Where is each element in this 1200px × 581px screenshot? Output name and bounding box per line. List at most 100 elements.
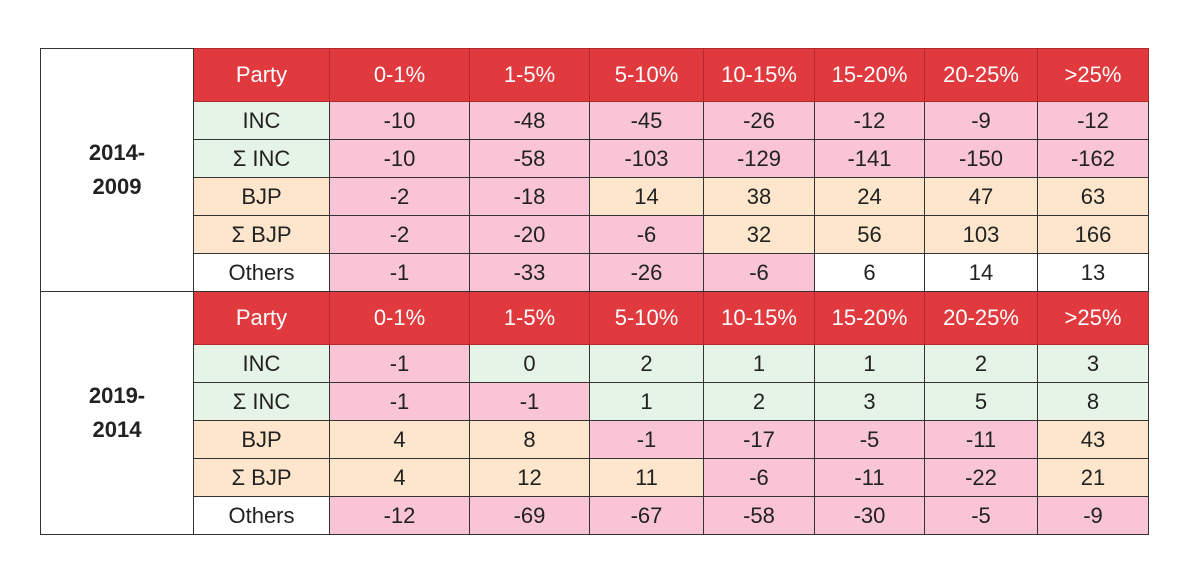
value-cell: -6: [589, 215, 704, 254]
value-cell: 56: [814, 215, 925, 254]
value-cell: 4: [329, 420, 470, 459]
data-row: BJP 4 8 -1 -17 -5 -11 43: [41, 420, 1149, 459]
value-cell: -17: [703, 420, 815, 459]
party-cell: INC: [193, 101, 330, 140]
value-cell: -150: [924, 139, 1038, 178]
data-row: Others -1 -33 -26 -6 6 14 13: [41, 253, 1149, 292]
value-cell: -9: [924, 101, 1038, 140]
value-cell: -6: [703, 458, 815, 497]
header-cell: 1-5%: [469, 48, 590, 102]
value-cell: 21: [1037, 458, 1149, 497]
value-cell: -20: [469, 215, 590, 254]
value-cell: -2: [329, 215, 470, 254]
data-row: INC -10 -48 -45 -26 -12 -9 -12: [41, 101, 1149, 140]
header-cell: 20-25%: [924, 48, 1038, 102]
value-cell: -5: [924, 496, 1038, 535]
period-label: 2014- 2009: [40, 48, 194, 292]
data-row: INC -1 0 2 1 1 2 3: [41, 344, 1149, 383]
value-cell: 13: [1037, 253, 1149, 292]
value-cell: -1: [329, 253, 470, 292]
value-cell: -1: [469, 382, 590, 421]
value-cell: -10: [329, 101, 470, 140]
period-label-line: 2019-: [88, 383, 146, 408]
value-cell: 1: [703, 344, 815, 383]
value-cell: -67: [589, 496, 704, 535]
value-cell: 14: [924, 253, 1038, 292]
value-cell: 12: [469, 458, 590, 497]
value-cell: -6: [703, 253, 815, 292]
value-cell: -2: [329, 177, 470, 216]
value-cell: 38: [703, 177, 815, 216]
value-cell: -22: [924, 458, 1038, 497]
value-cell: 166: [1037, 215, 1149, 254]
value-cell: 0: [469, 344, 590, 383]
header-cell: 5-10%: [589, 48, 704, 102]
value-cell: -18: [469, 177, 590, 216]
value-cell: 24: [814, 177, 925, 216]
header-cell: 15-20%: [814, 291, 925, 345]
header-row: 2014- 2009 Party 0-1% 1-5% 5-10% 10-15% 15-20% 2…: [40, 48, 1149, 292]
value-cell: 2: [924, 344, 1038, 383]
data-row: Σ INC -1 -1 1 2 3 5 8: [41, 382, 1149, 421]
value-cell: -58: [469, 139, 590, 178]
value-cell: -12: [329, 496, 470, 535]
value-cell: -69: [469, 496, 590, 535]
value-cell: -26: [703, 101, 815, 140]
party-cell: Others: [193, 496, 330, 535]
header-row: 2019- 2014 Party 0-1% 1-5% 5-10% 10-15% 15-20% 2…: [40, 291, 1149, 535]
party-cell: Σ BJP: [193, 215, 330, 254]
header-cell: Party: [193, 48, 330, 102]
period-label-line: 2014: [92, 417, 142, 442]
party-cell: Σ BJP: [193, 458, 330, 497]
value-cell: -141: [814, 139, 925, 178]
value-cell: 3: [814, 382, 925, 421]
value-cell: 43: [1037, 420, 1149, 459]
value-cell: -10: [329, 139, 470, 178]
value-cell: -162: [1037, 139, 1149, 178]
value-cell: -1: [329, 382, 470, 421]
value-cell: -58: [703, 496, 815, 535]
data-row: Σ BJP 4 12 11 -6 -11 -22 21: [41, 458, 1149, 497]
header-cell: 1-5%: [469, 291, 590, 345]
party-cell: BJP: [193, 177, 330, 216]
period-label-line: 2009: [92, 174, 142, 199]
value-cell: -30: [814, 496, 925, 535]
value-cell: -33: [469, 253, 590, 292]
value-cell: -12: [814, 101, 925, 140]
header-cell: Party: [193, 291, 330, 345]
value-cell: 32: [703, 215, 815, 254]
value-cell: -5: [814, 420, 925, 459]
header-cell: >25%: [1037, 291, 1149, 345]
value-cell: 11: [589, 458, 704, 497]
data-row: Others -12 -69 -67 -58 -30 -5 -9: [41, 496, 1149, 535]
value-cell: -9: [1037, 496, 1149, 535]
value-cell: 63: [1037, 177, 1149, 216]
value-cell: 47: [924, 177, 1038, 216]
value-cell: 2: [589, 344, 704, 383]
period-label-line: 2014-: [88, 140, 146, 165]
value-cell: 14: [589, 177, 704, 216]
header-cell: >25%: [1037, 48, 1149, 102]
value-cell: 6: [814, 253, 925, 292]
value-cell: -12: [1037, 101, 1149, 140]
party-cell: BJP: [193, 420, 330, 459]
data-row: Σ BJP -2 -20 -6 32 56 103 166: [41, 215, 1149, 254]
value-cell: -45: [589, 101, 704, 140]
party-cell: INC: [193, 344, 330, 383]
party-cell: Σ INC: [193, 382, 330, 421]
header-cell: 5-10%: [589, 291, 704, 345]
party-cell: Σ INC: [193, 139, 330, 178]
value-cell: 5: [924, 382, 1038, 421]
value-cell: -11: [924, 420, 1038, 459]
value-cell: -129: [703, 139, 815, 178]
value-cell: 2: [703, 382, 815, 421]
value-cell: 103: [924, 215, 1038, 254]
value-cell: -11: [814, 458, 925, 497]
value-cell: 4: [329, 458, 470, 497]
value-cell: -26: [589, 253, 704, 292]
header-cell: 20-25%: [924, 291, 1038, 345]
header-cell: 10-15%: [703, 291, 815, 345]
value-cell: -48: [469, 101, 590, 140]
table-body: 2014- 2009 Party 0-1% 1-5% 5-10% 10-15% 15-20% 2…: [40, 48, 1149, 535]
